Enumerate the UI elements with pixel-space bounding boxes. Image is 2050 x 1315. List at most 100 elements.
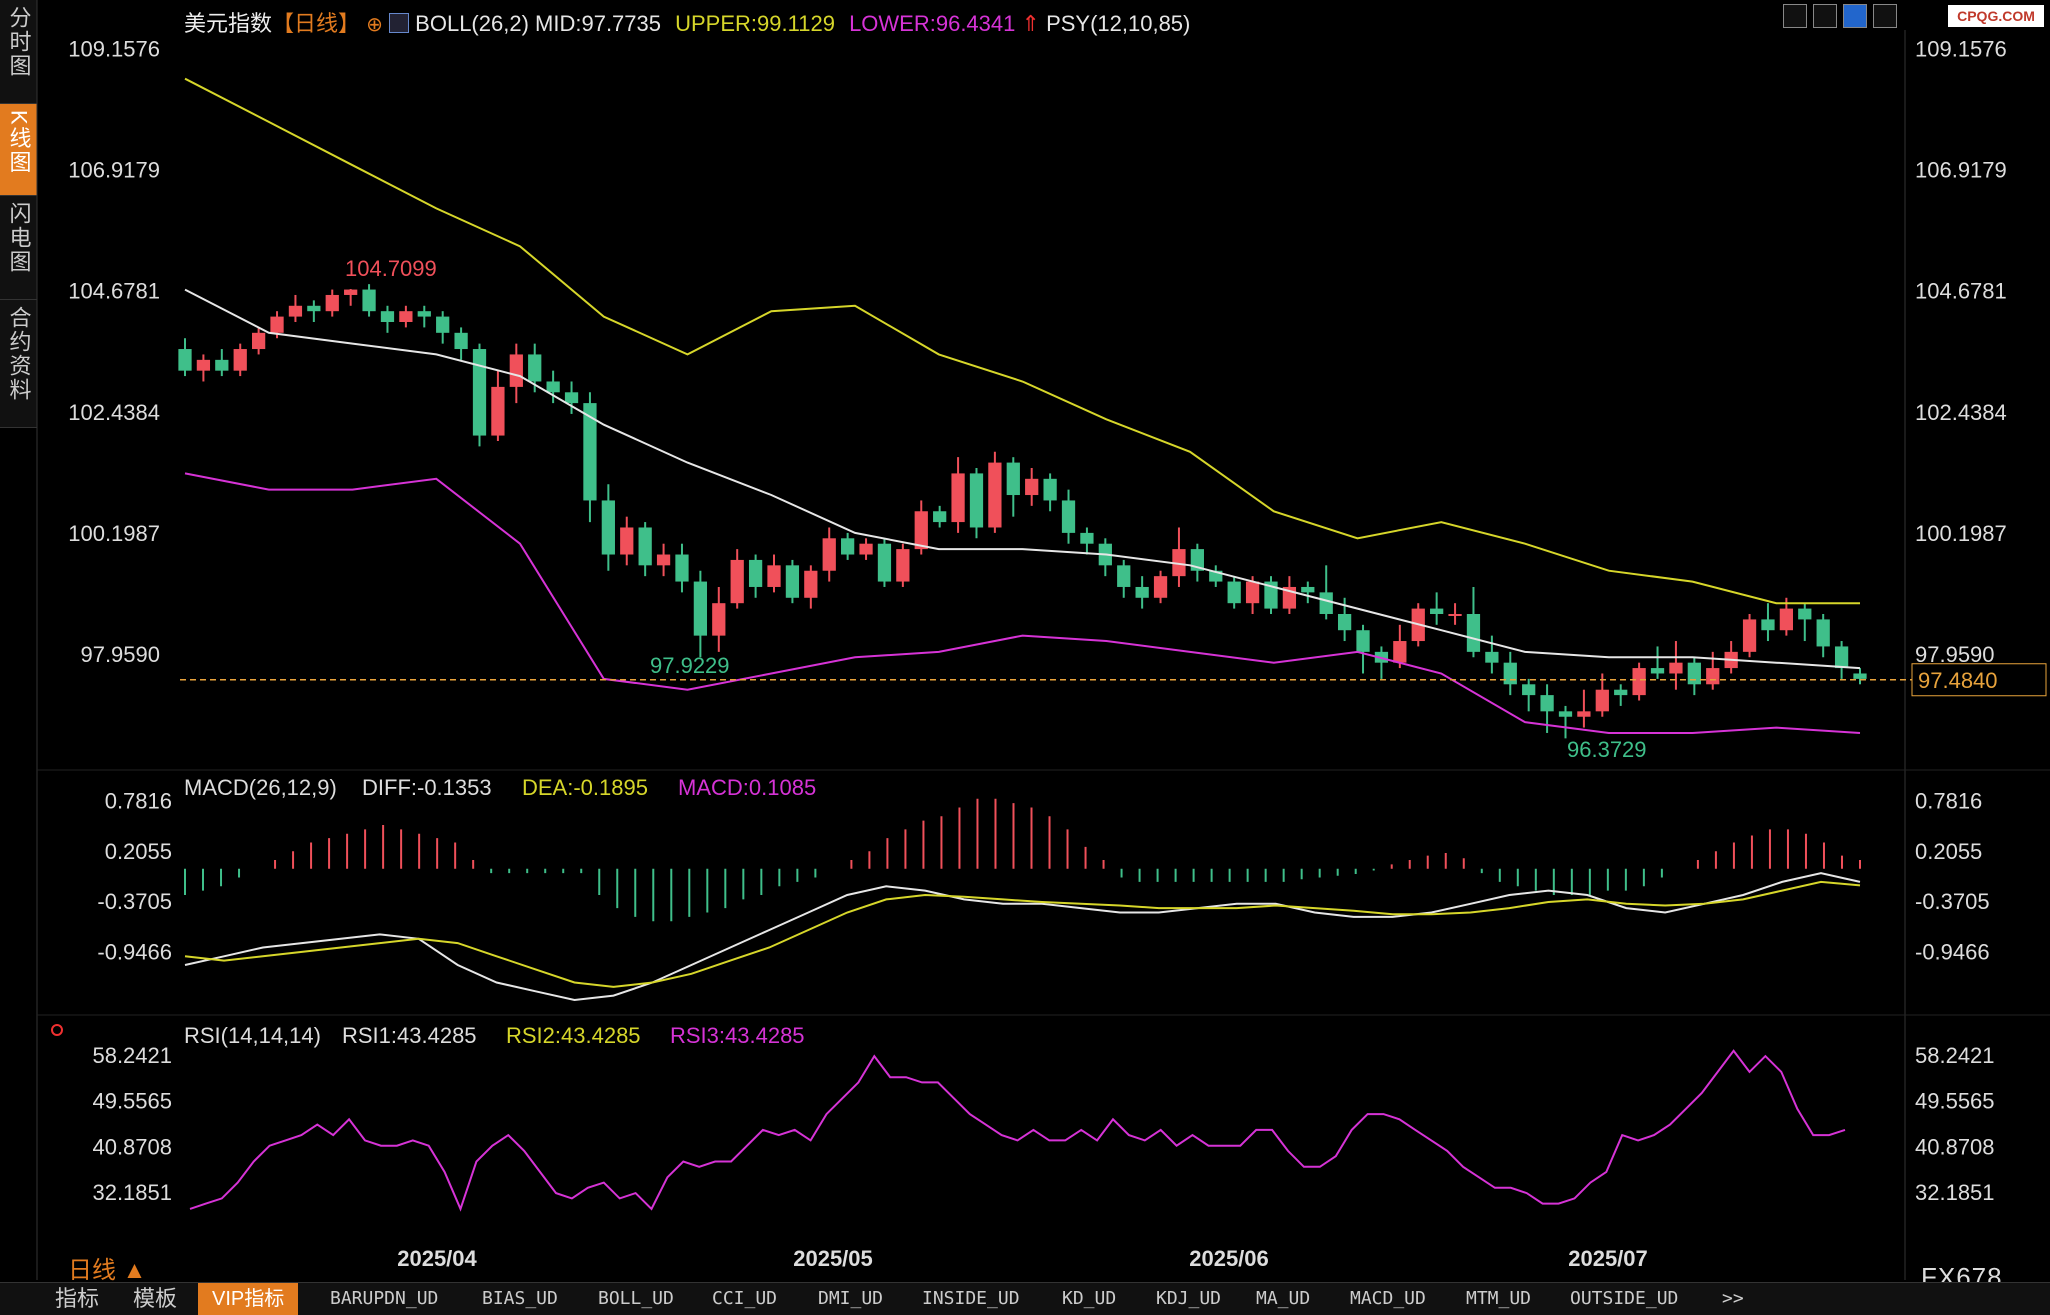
indicator-tab[interactable]: INSIDE_UD bbox=[922, 1288, 1020, 1309]
candle-body bbox=[491, 386, 505, 436]
candle-body bbox=[1264, 581, 1278, 609]
indicator-tab[interactable]: OUTSIDE_UD bbox=[1570, 1288, 1679, 1309]
candle-body bbox=[1706, 668, 1720, 685]
sun-marker-icon bbox=[51, 1024, 63, 1036]
candle-body bbox=[693, 581, 708, 636]
candle-body bbox=[1153, 576, 1168, 598]
candle-body bbox=[288, 305, 303, 317]
price-tick-left: 104.6781 bbox=[68, 279, 160, 304]
macd-tick-left: -0.9466 bbox=[97, 940, 172, 965]
candles-icon[interactable] bbox=[1843, 4, 1867, 28]
period-label[interactable]: 【日线】 bbox=[272, 11, 361, 36]
candle-body bbox=[196, 359, 211, 371]
candle-body bbox=[1853, 673, 1867, 679]
tab-kline-label: K线图 bbox=[6, 110, 32, 175]
candle-body bbox=[583, 403, 597, 501]
boll-label: BOLL(26,2) bbox=[415, 11, 529, 36]
candle-body bbox=[1430, 608, 1444, 614]
indicator-tab[interactable]: DMI_UD bbox=[818, 1288, 884, 1309]
bars-icon[interactable] bbox=[1813, 4, 1837, 28]
candle-body bbox=[620, 527, 634, 555]
candle-body bbox=[270, 316, 284, 333]
tab-kline[interactable]: K线图 bbox=[0, 104, 37, 196]
boll-mid-line bbox=[184, 288, 1861, 670]
candle-body bbox=[1577, 711, 1591, 717]
candle-body bbox=[1135, 586, 1149, 598]
grid-icon[interactable] bbox=[1783, 4, 1807, 28]
tab-timeshare[interactable]: 分时图 bbox=[0, 0, 37, 104]
rsi1-label: RSI1:43.4285 bbox=[342, 1023, 477, 1048]
candle-body bbox=[233, 349, 247, 371]
price-tick-left: 100.1987 bbox=[68, 521, 160, 546]
indicator-tab[interactable]: BARUPDN_UD bbox=[330, 1288, 439, 1309]
candle-body bbox=[307, 305, 321, 312]
macd-tick-left: -0.3705 bbox=[97, 889, 172, 914]
rsi-tick-right: 40.8708 bbox=[1915, 1134, 1995, 1159]
date-label: 2025/06 bbox=[1189, 1246, 1269, 1271]
candle-body bbox=[528, 354, 542, 382]
high-annotation: 104.7099 bbox=[345, 256, 437, 281]
indicator-tab[interactable]: BOLL_UD bbox=[598, 1288, 674, 1309]
macd-dea-label: DEA:-0.1895 bbox=[522, 775, 648, 800]
boll-upper: UPPER:99.1129 bbox=[675, 11, 835, 36]
plus-circle-icon[interactable]: ⊕ bbox=[366, 14, 383, 36]
watermark: CPQG.COM bbox=[1948, 5, 2044, 27]
candle-body bbox=[399, 311, 413, 322]
macd-title: MACD(26,12,9) bbox=[184, 775, 337, 800]
export-icon[interactable] bbox=[1873, 4, 1897, 28]
candle-body bbox=[656, 554, 671, 566]
candle-body bbox=[1614, 689, 1628, 696]
indicator-tab-bar: 指标 模板 VIP指标 BARUPDN_UD BIAS_UD BOLL_UD CCI_UD D… bbox=[0, 1282, 2050, 1315]
indicator-tab[interactable]: VIP指标 bbox=[198, 1283, 299, 1315]
tab-flash[interactable]: 闪电图 bbox=[0, 196, 37, 300]
indicator-tab[interactable]: BIAS_UD bbox=[482, 1288, 558, 1309]
candle-body bbox=[252, 332, 266, 350]
chart-header: 美元指数【日线】 ⊕ BOLL(26,2) MID:97.7735 UPPER:… bbox=[184, 6, 1190, 38]
current-price-box bbox=[1911, 663, 2047, 697]
low-annotation-2: 96.3729 bbox=[1567, 737, 1647, 762]
rsi-title: RSI(14,14,14) bbox=[184, 1023, 321, 1048]
indicator-tab[interactable]: KD_UD bbox=[1062, 1288, 1117, 1309]
candle-body bbox=[509, 354, 523, 387]
candle-body bbox=[1337, 614, 1352, 631]
macd-diff-line bbox=[184, 872, 1861, 1002]
candle-body bbox=[785, 565, 800, 598]
date-label: 2025/07 bbox=[1568, 1246, 1648, 1271]
rsi-tick-left: 49.5565 bbox=[92, 1089, 172, 1114]
macd-tick-right: -0.9466 bbox=[1915, 940, 1990, 965]
candle-body bbox=[804, 570, 818, 598]
period-selector[interactable]: 日线 ▲ bbox=[68, 1257, 147, 1284]
indicator-tab[interactable]: 指标 bbox=[55, 1286, 100, 1311]
boll-upper-line bbox=[184, 77, 1860, 605]
candle-body bbox=[1393, 641, 1407, 663]
macd-tick-left: 0.2055 bbox=[105, 839, 172, 864]
indicator-tab[interactable]: MA_UD bbox=[1256, 1288, 1311, 1309]
indicator-tab[interactable]: 模板 bbox=[133, 1286, 178, 1311]
candle-body bbox=[1172, 549, 1186, 577]
tab-contract-label: 合约资料 bbox=[6, 306, 32, 402]
red-up-arrow-icon: ⇑ bbox=[1021, 11, 1040, 36]
candle-body bbox=[988, 462, 1002, 528]
candle-body bbox=[1319, 592, 1333, 614]
candle-body bbox=[1466, 614, 1481, 652]
candle-body bbox=[675, 554, 689, 582]
candle-body bbox=[1522, 684, 1536, 696]
price-tick-right: 104.6781 bbox=[1915, 279, 2007, 304]
indicator-tab[interactable]: MACD_UD bbox=[1350, 1288, 1426, 1309]
indicator-tab[interactable]: KDJ_UD bbox=[1156, 1288, 1222, 1309]
rsi-tick-left: 58.2421 bbox=[92, 1043, 172, 1068]
candle-body bbox=[1687, 662, 1701, 685]
rsi-tick-left: 40.8708 bbox=[92, 1134, 172, 1159]
indicator-tab[interactable]: MTM_UD bbox=[1466, 1288, 1532, 1309]
date-label: 2025/05 bbox=[793, 1246, 873, 1271]
macd-tick-right: 0.7816 bbox=[1915, 788, 1982, 813]
boll-lower-line bbox=[184, 472, 1861, 734]
indicator-tab[interactable]: >> bbox=[1722, 1288, 1744, 1309]
indicator-tab[interactable]: CCI_UD bbox=[712, 1288, 778, 1309]
price-tick-left: 109.1576 bbox=[68, 37, 160, 62]
tab-contract[interactable]: 合约资料 bbox=[0, 300, 37, 428]
price-tick-left: 106.9179 bbox=[68, 158, 160, 183]
candle-body bbox=[1834, 646, 1849, 669]
rsi2-label: RSI2:43.4285 bbox=[506, 1023, 641, 1048]
price-tick-right: 109.1576 bbox=[1915, 37, 2007, 62]
